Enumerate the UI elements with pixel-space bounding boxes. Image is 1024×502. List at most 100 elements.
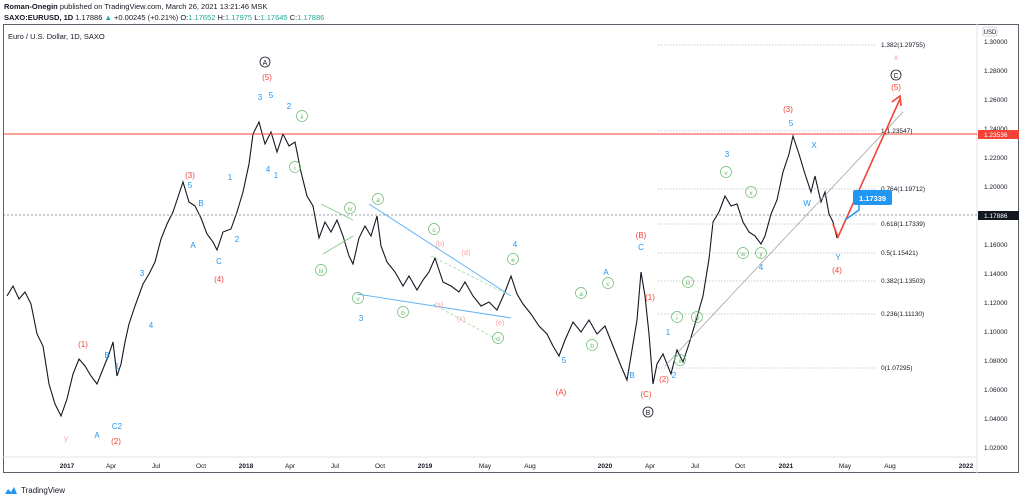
svg-text:1: 1 — [274, 171, 279, 180]
price-change: +0.00245 (+0.21%) — [114, 13, 179, 22]
svg-text:(4): (4) — [214, 275, 224, 284]
svg-text:5: 5 — [269, 91, 274, 100]
svg-text:C: C — [638, 243, 644, 252]
svg-text:C: C — [216, 257, 222, 266]
svg-text:Aug: Aug — [884, 463, 896, 470]
svg-text:e: e — [511, 257, 515, 264]
currency-label: USD — [984, 30, 997, 36]
wedge-line — [320, 203, 354, 221]
symbol: SAXO:EURUSD, 1D — [4, 13, 74, 22]
svg-text:iii: iii — [686, 280, 690, 287]
svg-text:d: d — [496, 336, 500, 343]
svg-text:W: W — [803, 199, 811, 208]
svg-text:2019: 2019 — [418, 463, 433, 470]
svg-text:3: 3 — [725, 150, 730, 159]
svg-text:1.12000: 1.12000 — [984, 300, 1008, 307]
svg-text:(B): (B) — [636, 231, 647, 240]
svg-text:w: w — [740, 251, 746, 258]
fib-label: 0.764(1.19712) — [881, 186, 925, 193]
fib-label: 0(1.07295) — [881, 365, 912, 372]
svg-text:a: a — [376, 197, 380, 204]
svg-text:5: 5 — [188, 181, 193, 190]
fib-label: 0.5(1.15421) — [881, 250, 918, 257]
svg-text:4: 4 — [513, 240, 518, 249]
svg-text:y: y — [64, 434, 68, 443]
close-value: 1.17886 — [297, 13, 325, 22]
fib-label: 0.382(1.13503) — [881, 278, 925, 285]
low-value: 1.17645 — [260, 13, 288, 22]
svg-text:1: 1 — [115, 362, 120, 371]
svg-text:iii: iii — [319, 268, 323, 275]
svg-text:1.02000: 1.02000 — [984, 445, 1008, 452]
svg-text:A: A — [603, 268, 609, 277]
resistance-price-badge — [978, 130, 1019, 139]
svg-text:iv: iv — [695, 315, 700, 322]
author-name[interactable]: Roman-Onegin — [4, 2, 58, 11]
svg-text:5: 5 — [562, 356, 567, 365]
svg-text:C2: C2 — [112, 422, 123, 431]
svg-text:(A): (A) — [556, 388, 567, 397]
svg-text:Jul: Jul — [691, 463, 700, 470]
svg-text:Oct: Oct — [375, 463, 385, 470]
chart-frame[interactable] — [3, 24, 1019, 473]
svg-text:(5): (5) — [262, 73, 272, 82]
svg-text:2020: 2020 — [598, 463, 613, 470]
svg-text:B: B — [198, 199, 203, 208]
svg-text:1.06000: 1.06000 — [984, 387, 1008, 394]
svg-text:(1): (1) — [645, 293, 655, 302]
svg-text:a: a — [579, 291, 583, 298]
svg-text:2: 2 — [235, 235, 240, 244]
svg-text:May: May — [479, 463, 492, 470]
svg-text:2021: 2021 — [779, 463, 794, 470]
svg-text:1.22000: 1.22000 — [984, 155, 1008, 162]
svg-text:May: May — [839, 463, 852, 470]
svg-text:(1): (1) — [78, 340, 88, 349]
svg-text:1.04000: 1.04000 — [984, 416, 1008, 423]
fibonacci-levels[interactable] — [658, 44, 876, 369]
svg-text:Apr: Apr — [645, 463, 656, 470]
svg-text:A: A — [190, 241, 196, 250]
svg-text:(3): (3) — [783, 105, 793, 114]
svg-text:1.17886: 1.17886 — [984, 213, 1008, 220]
svg-text:3: 3 — [359, 314, 364, 323]
svg-text:(2): (2) — [111, 437, 121, 446]
svg-text:A: A — [94, 431, 100, 440]
fib-label: 1(1.23547) — [881, 128, 912, 135]
svg-text:3: 3 — [140, 269, 145, 278]
svg-text:2017: 2017 — [60, 463, 75, 470]
high-value: 1.17975 — [224, 13, 253, 22]
svg-text:v: v — [356, 296, 360, 303]
svg-text:1.24000: 1.24000 — [984, 126, 1008, 133]
tradingview-logo[interactable]: TradingView — [4, 486, 65, 495]
projection-arrowhead — [891, 94, 902, 107]
svg-text:(3): (3) — [185, 171, 195, 180]
price-chart[interactable]: 1.382(1.29755) 1(1.23547) 0.764(1.19712)… — [3, 24, 1019, 473]
symbol-info: SAXO:EURUSD, 1D 1.17886 ▲ +0.00245 (+0.2… — [4, 13, 325, 22]
last-price-badge — [978, 211, 1019, 220]
svg-text:ii: ii — [301, 114, 304, 121]
inner-triangle-line — [430, 255, 512, 297]
tradingview-cloud-icon — [5, 487, 17, 494]
svg-text:5: 5 — [789, 119, 794, 128]
svg-text:iv: iv — [348, 206, 353, 213]
svg-text:(4): (4) — [832, 266, 842, 275]
svg-text:4: 4 — [266, 165, 271, 174]
publish-info: Roman-Onegin published on TradingView.co… — [4, 2, 268, 11]
fib-label: 0.618(1.17339) — [881, 221, 925, 228]
svg-text:b: b — [401, 310, 405, 317]
triangle-upper-line[interactable] — [368, 203, 512, 297]
svg-text:(a): (a) — [435, 302, 444, 309]
svg-text:x: x — [894, 53, 898, 62]
svg-text:ii: ii — [679, 358, 682, 365]
trend-line[interactable] — [664, 111, 904, 367]
projection-path[interactable] — [832, 98, 901, 240]
svg-text:2022: 2022 — [959, 463, 974, 470]
triangle-lower-line[interactable] — [356, 293, 512, 319]
price-axis[interactable]: USD 1.30000 1.28000 1.26000 1.24000 1.22… — [978, 26, 1019, 452]
svg-text:1.30000: 1.30000 — [984, 39, 1008, 46]
svg-text:(e): (e) — [496, 320, 505, 327]
chart-legend[interactable]: Euro / U.S. Dollar, 1D, SAXO — [8, 32, 105, 41]
time-axis[interactable]: 2017 Apr Jul Oct 2018 Apr Jul Oct 2019 M… — [60, 463, 974, 470]
price-callout[interactable]: 1.17339 — [844, 190, 892, 221]
svg-text:4: 4 — [149, 321, 154, 330]
